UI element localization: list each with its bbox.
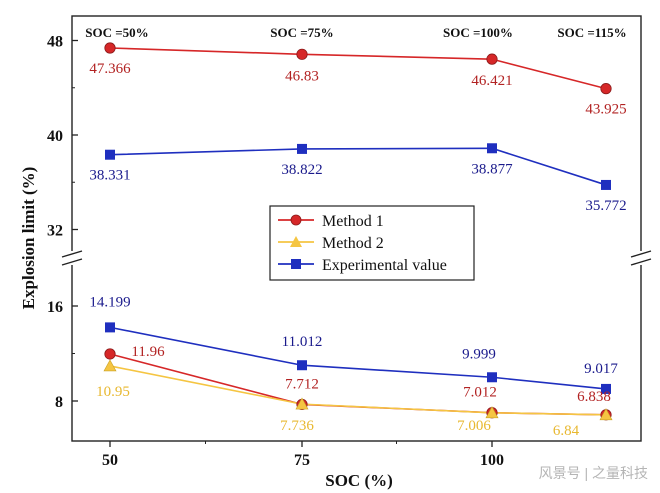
- y-axis-title: Explosion limit (%): [19, 167, 38, 310]
- data-point-lower: [599, 408, 613, 421]
- y-tick-label: 16: [47, 299, 63, 316]
- data-label: 43.925: [585, 102, 626, 118]
- data-point-upper: [104, 42, 116, 54]
- data-label: 46.421: [471, 73, 512, 89]
- x-tick-label: 50: [102, 452, 118, 469]
- data-label: 46.83: [285, 68, 319, 84]
- series-line-lower: [109, 326, 607, 390]
- axis-ticks: 48 40 32 16 8 50 75 100: [47, 34, 504, 470]
- soc-annotation: SOC =115%: [557, 25, 626, 40]
- data-label: 9.999: [462, 346, 496, 362]
- legend: Method 1 Method 2 Experimental value: [269, 205, 475, 281]
- y-tick-label: 32: [47, 223, 63, 240]
- x-axis-title: SOC (%): [325, 471, 393, 490]
- data-label: 11.012: [282, 334, 323, 350]
- data-label: 6.84: [553, 423, 580, 439]
- data-point-lower: [103, 359, 117, 372]
- data-label: 9.017: [584, 361, 618, 377]
- legend-box: [269, 205, 475, 281]
- legend-label: Experimental value: [322, 257, 447, 274]
- data-labels: 47.366 46.83 46.421 43.925 11.96 7.712 7.012 6.…: [89, 61, 626, 439]
- soc-annotations: SOC =50% SOC =75% SOC =100% SOC =115%: [85, 25, 626, 40]
- watermark: 风景号 | 之量科技: [539, 465, 648, 481]
- data-label: 7.012: [463, 385, 497, 401]
- soc-annotation: SOC =100%: [443, 25, 513, 40]
- plot-frame: [61, 15, 652, 442]
- data-label: 6.838: [577, 389, 611, 405]
- plot-border: [71, 15, 642, 442]
- data-point-lower: [104, 348, 116, 360]
- soc-annotation: SOC =50%: [85, 25, 148, 40]
- series-markers: [103, 42, 613, 421]
- data-point-upper: [105, 149, 115, 160]
- data-point-lower: [297, 360, 307, 371]
- data-point-upper: [600, 83, 612, 95]
- axis-break-mark-right: [630, 258, 652, 266]
- series-line-upper: [109, 47, 607, 90]
- data-label: 14.199: [89, 294, 130, 310]
- data-point-upper: [486, 53, 498, 65]
- data-label: 10.95: [96, 384, 130, 400]
- data-point-upper: [296, 48, 308, 60]
- data-point-lower: [105, 322, 115, 333]
- y-tick-label: 48: [47, 34, 63, 51]
- series-line-upper: [109, 147, 607, 186]
- data-point-upper: [487, 143, 497, 154]
- series-line-lower: [109, 365, 607, 416]
- data-label: 38.822: [281, 162, 322, 178]
- data-label: 7.736: [280, 418, 314, 434]
- data-point-lower: [485, 406, 499, 419]
- data-point-lower: [487, 372, 497, 383]
- series-line-lower: [109, 353, 607, 416]
- soc-annotation: SOC =75%: [270, 25, 333, 40]
- data-label: 38.877: [471, 161, 513, 177]
- axis-break-mark-left: [61, 258, 83, 266]
- axis-break-mark-left: [61, 250, 83, 258]
- series-lines: [109, 47, 607, 416]
- data-point-lower: [295, 397, 309, 410]
- data-label: 11.96: [131, 344, 165, 360]
- y-tick-label: 40: [47, 128, 63, 145]
- legend-marker: [290, 214, 302, 226]
- x-tick-label: 100: [480, 452, 504, 469]
- y-tick-label: 8: [55, 394, 63, 411]
- legend-marker: [291, 259, 301, 269]
- data-label: 7.712: [285, 376, 319, 392]
- data-label: 47.366: [89, 61, 131, 77]
- data-point-upper: [601, 179, 611, 190]
- data-point-lower: [601, 383, 611, 394]
- data-label: 7.006: [457, 418, 491, 434]
- legend-label: Method 1: [322, 213, 384, 230]
- data-label: 38.331: [89, 168, 130, 184]
- legend-marker: [290, 236, 302, 247]
- data-label: 35.772: [585, 198, 626, 214]
- legend-label: Method 2: [322, 235, 384, 252]
- axis-break-mark-right: [630, 250, 652, 258]
- data-point-upper: [297, 143, 307, 154]
- x-tick-label: 75: [294, 452, 310, 469]
